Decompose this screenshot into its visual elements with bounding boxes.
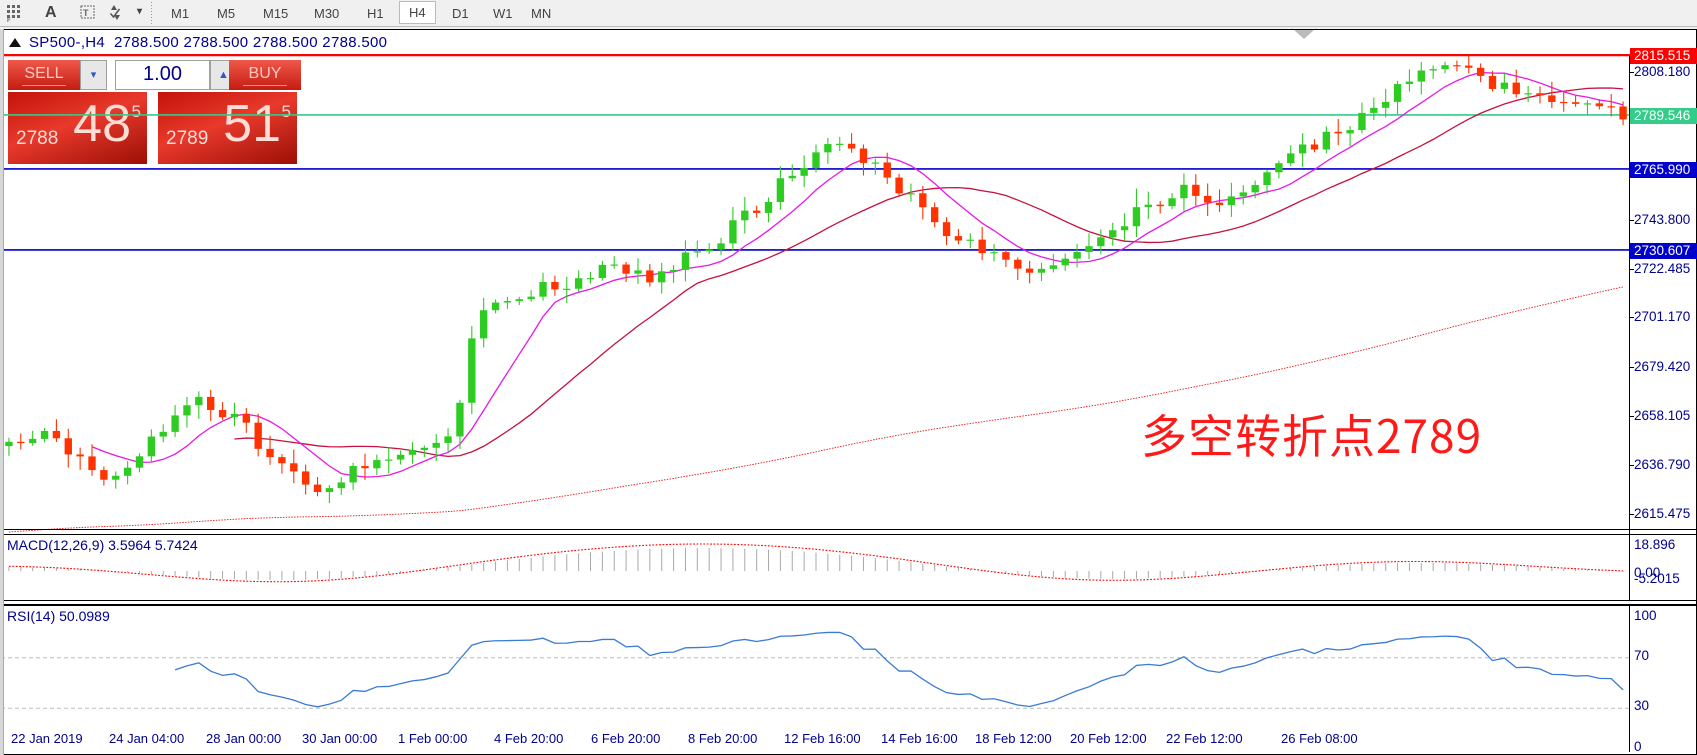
svg-text:T: T (83, 8, 89, 18)
svg-text:F: F (7, 18, 11, 23)
